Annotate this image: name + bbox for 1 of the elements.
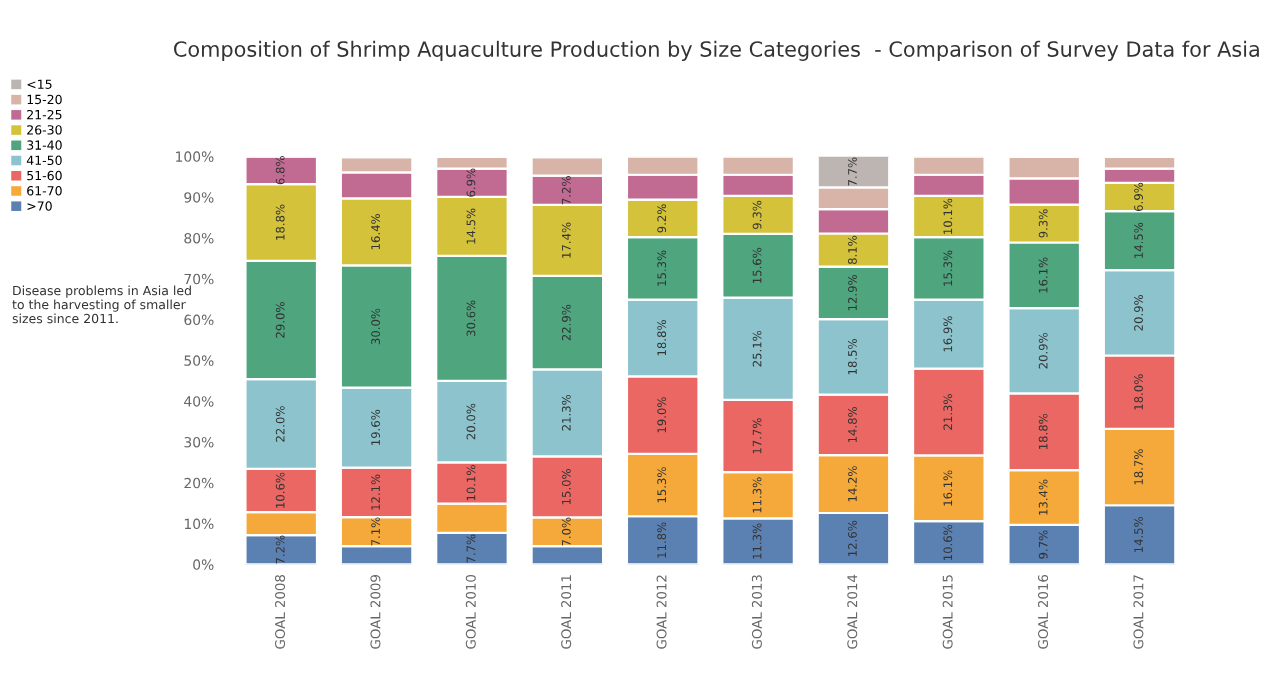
chart-title: Composition of Shrimp Aquaculture Production by Size Categories - Comparison of Survey Data for Asia [174, 40, 1259, 61]
